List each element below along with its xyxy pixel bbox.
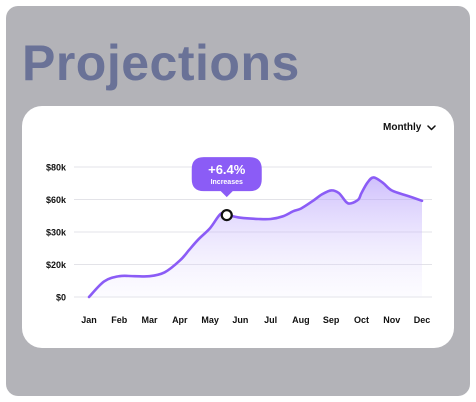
highlight-callout [191,157,262,198]
x-tick-label: Sep [323,315,340,325]
y-tick-label: $30k [46,228,67,238]
highlight-value: +6.4% [208,162,246,177]
x-tick-label: Jun [232,315,248,325]
series-area [89,177,422,297]
x-tick-label: Aug [292,315,310,325]
highlight-caption: Increases [211,179,243,186]
x-tick-label: Apr [172,315,188,325]
chevron-down-icon [427,124,437,130]
highlight-point[interactable] [220,209,233,222]
y-tick-label: $60k [46,195,67,205]
x-tick-label: Mar [142,315,159,325]
x-tick-label: Oct [354,315,369,325]
x-tick-label: Jan [81,315,97,325]
y-tick-label: $20k [46,260,67,270]
y-tick-label: $80k [46,163,67,173]
x-tick-label: Dec [414,315,431,325]
x-tick-label: Feb [111,315,128,325]
x-tick-label: Nov [383,315,400,325]
page-title: Projections [22,35,300,91]
x-tick-label: Jul [264,315,277,325]
period-label: Monthly [383,122,422,133]
y-tick-label: $0 [56,293,66,303]
x-tick-label: May [201,315,219,325]
series-line [87,176,424,299]
period-dropdown[interactable]: Monthly [383,122,437,133]
